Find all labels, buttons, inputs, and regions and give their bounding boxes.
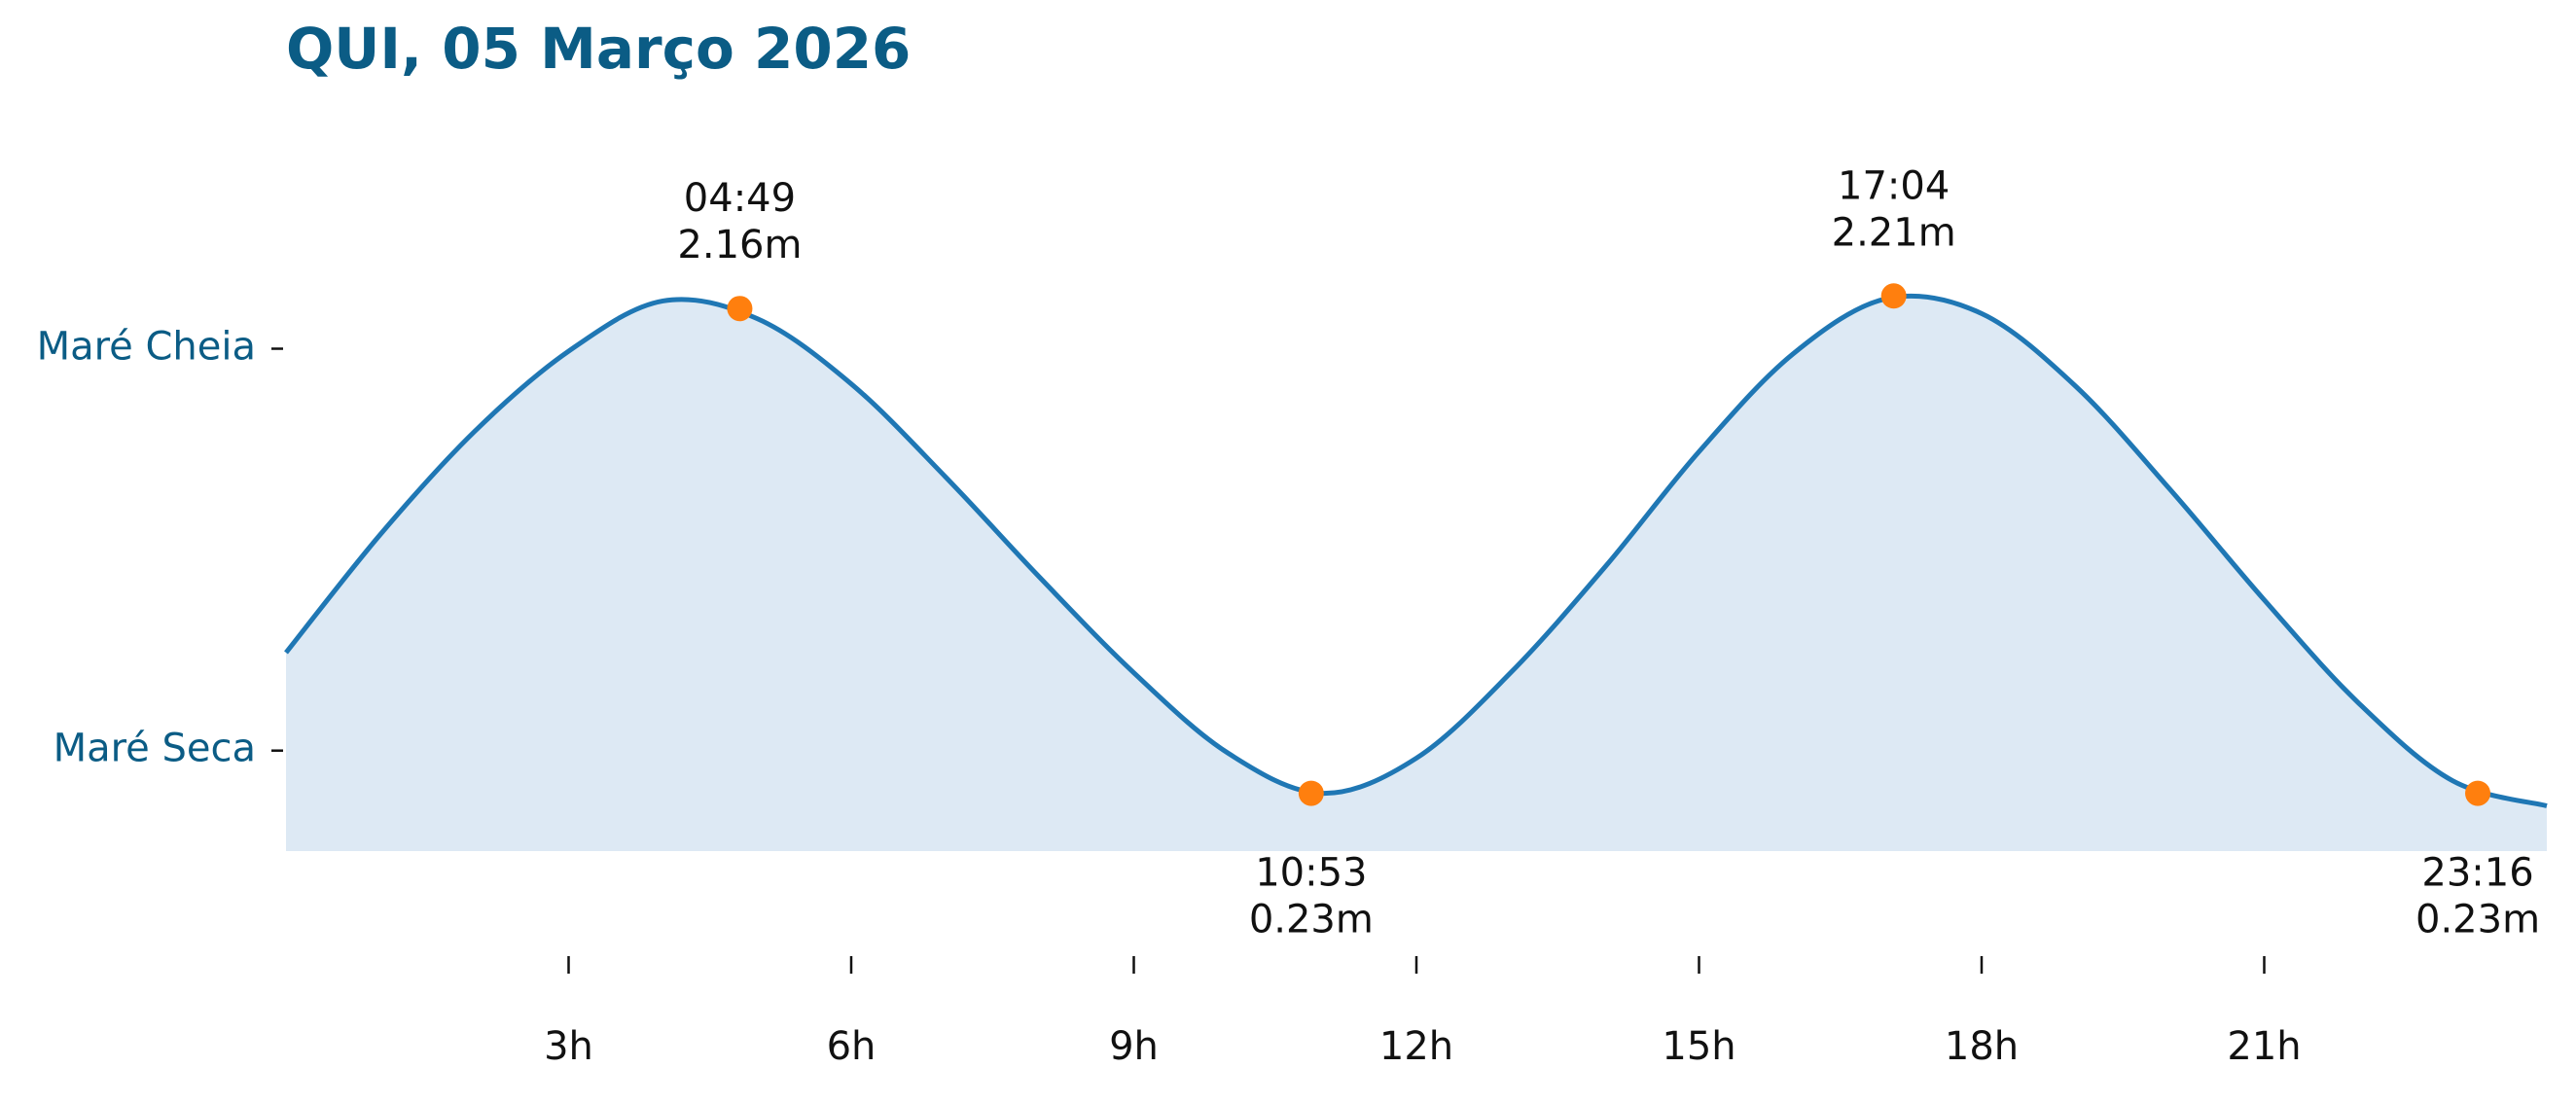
height-label: 2.21m <box>1832 210 1956 255</box>
extreme-point <box>1880 283 1907 309</box>
extreme-point <box>727 296 753 322</box>
x-tick-label: 15h <box>1662 1024 1735 1069</box>
time-label: 17:04 <box>1838 163 1950 208</box>
x-tick-label: 18h <box>1945 1024 2019 1069</box>
line <box>284 293 2548 808</box>
area <box>286 296 2547 852</box>
x-tick-label: 12h <box>1379 1024 1453 1069</box>
y-tick-label: Maré Seca <box>54 727 256 771</box>
height-label: 2.16m <box>677 223 802 267</box>
extreme-point <box>1298 780 1324 806</box>
x-tick-label: 6h <box>827 1024 877 1069</box>
y-tick-label: Maré Cheia <box>37 325 256 370</box>
height-label: 0.23m <box>2415 898 2540 943</box>
x-tick-label: 21h <box>2227 1024 2301 1069</box>
chart-title: QUI, 05 Março 2026 <box>286 16 911 82</box>
extreme-point <box>2465 780 2491 806</box>
time-label: 23:16 <box>2421 851 2533 896</box>
time-label: 10:53 <box>1255 851 1367 896</box>
height-label: 0.23m <box>1249 898 1374 943</box>
x-tick-label: 9h <box>1109 1024 1159 1069</box>
x-tick-label: 3h <box>544 1024 593 1069</box>
time-label: 04:49 <box>684 176 796 221</box>
